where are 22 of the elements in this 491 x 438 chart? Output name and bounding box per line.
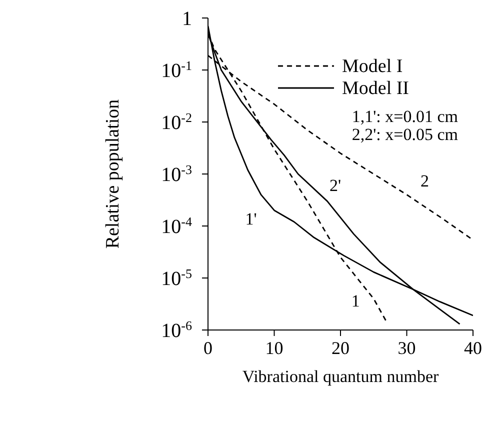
x-tick-label: 30: [398, 338, 416, 358]
annotation: Model I: [342, 56, 403, 77]
x-axis-title: Vibrational quantum number: [242, 367, 439, 386]
y-tick-label: 10$^{-2}$: [161, 110, 192, 134]
x-tick-label: 20: [332, 338, 350, 358]
y-tick-label: 10$^{-5}$: [161, 266, 192, 290]
y-axis-title: Relative population: [102, 98, 124, 249]
x-tick-label: 0: [204, 338, 212, 358]
series-label: 2': [329, 176, 342, 196]
x-tick-label: 40: [464, 338, 482, 358]
annotation: 2,2': x=0.05 cm: [352, 125, 458, 144]
y-tick-label: 10$^{-6}$: [161, 318, 192, 342]
y-tick-label: 10$^{-4}$: [161, 214, 192, 238]
y-tick-label: 1: [182, 8, 192, 30]
x-tick-label: 10: [265, 338, 284, 358]
annotation: 1,1': x=0.01 cm: [352, 107, 458, 126]
series-label: 1': [245, 210, 257, 229]
y-tick-label: 10$^{-1}$: [161, 58, 192, 82]
series-label: 1: [351, 292, 360, 311]
series-label: 2: [420, 172, 429, 191]
annotation: Model II: [342, 78, 410, 99]
y-tick-label: 10$^{-3}$: [161, 162, 192, 186]
